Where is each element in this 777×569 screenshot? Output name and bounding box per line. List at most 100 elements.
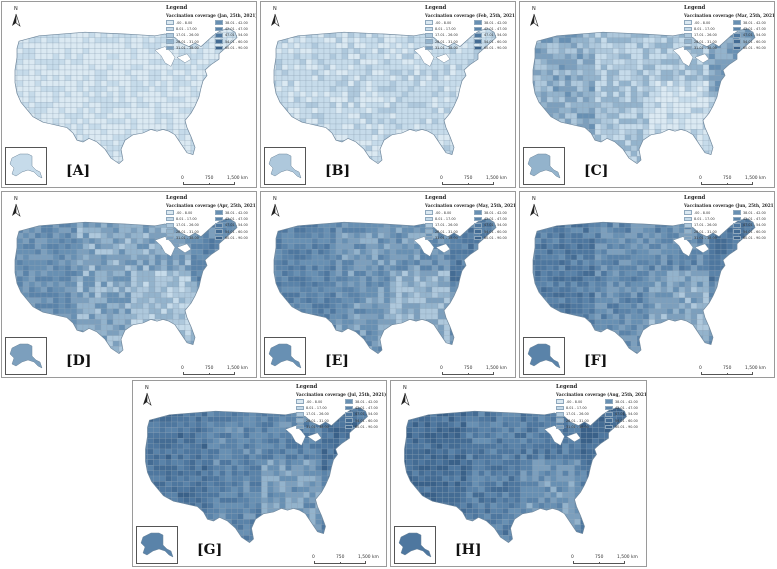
legend-classes: .00 - 8.00 38.01 - 42.00 8.01 - 17.00 42.01… (166, 20, 256, 51)
legend-label: 54.01 - 60.00 (743, 39, 766, 44)
legend-item: 26.01 - 31.00 (425, 229, 471, 235)
legend-label: 60.01 - 90.00 (355, 425, 378, 430)
legend-swatch (684, 33, 692, 38)
legend-item: 54.01 - 60.00 (474, 229, 515, 235)
legend-label: 8.01 - 17.00 (176, 216, 197, 221)
scale-tick (209, 373, 210, 375)
legend-subtitle: Vaccination coverage (Jul, 25th, 2021) (296, 392, 387, 397)
legend-label: 26.01 - 31.00 (566, 418, 589, 423)
legend-swatch (684, 210, 692, 215)
legend-item: 47.01 - 54.00 (474, 223, 515, 228)
legend-item: 8.01 - 17.00 (684, 216, 730, 222)
legend-item: 38.01 - 42.00 (733, 210, 774, 215)
legend-label: .00 - 8.00 (435, 20, 452, 25)
legend-subtitle: Vaccination coverage (Feb, 25th, 2021) (425, 13, 516, 18)
legend-item: 26.01 - 31.00 (296, 418, 342, 424)
alaska-inset (523, 147, 565, 185)
legend-swatch (166, 45, 174, 51)
legend-label: 26.01 - 31.00 (176, 229, 199, 234)
legend-swatch (215, 39, 223, 45)
legend-swatch (605, 412, 613, 417)
legend-label: 8.01 - 17.00 (176, 26, 197, 31)
scale-label: 1,500 km (745, 366, 766, 371)
scale-bar: 0 750 1,500 km (699, 176, 766, 187)
legend-subtitle: Vaccination coverage (May, 25th, 2021) (425, 203, 516, 208)
legend-label: 8.01 - 17.00 (435, 26, 456, 31)
legend-item: .00 - 8.00 (425, 20, 471, 25)
scale-bar: 0 750 1,500 km (440, 176, 507, 187)
legend-item: 17.01 - 26.00 (425, 33, 471, 38)
legend-label: 26.01 - 31.00 (435, 229, 458, 234)
legend-swatch (605, 424, 613, 430)
legend-item: 54.01 - 60.00 (345, 418, 386, 424)
scale-bar: 0 750 1,500 km (312, 555, 379, 566)
legend-swatch (605, 399, 613, 404)
north-label: N (145, 385, 149, 391)
legend-swatch (345, 418, 353, 424)
legend-label: 47.01 - 54.00 (225, 33, 248, 38)
scale-label: 1,500 km (486, 176, 507, 181)
legend-item: .00 - 8.00 (166, 20, 212, 25)
north-arrow-icon: N (528, 6, 540, 28)
legend-item: 54.01 - 60.00 (215, 229, 256, 235)
legend-swatch (474, 33, 482, 38)
legend-swatch (474, 223, 482, 228)
legend-label: 42.01 - 47.00 (484, 26, 507, 31)
scale-bar: 0 750 1,500 km (571, 555, 638, 566)
scale-label: 0 (181, 366, 184, 371)
legend-label: 47.01 - 54.00 (743, 33, 766, 38)
legend-label: 54.01 - 60.00 (484, 229, 507, 234)
legend-item: 60.01 - 90.00 (215, 45, 256, 51)
legend-swatch (733, 26, 741, 32)
legend-label: 42.01 - 47.00 (743, 216, 766, 221)
legend-label: 31.01 - 38.00 (176, 236, 199, 241)
legend-swatch (166, 223, 174, 228)
legend-classes: .00 - 8.00 38.01 - 42.00 8.01 - 17.00 42.01… (166, 210, 256, 241)
legend-item: 31.01 - 38.00 (425, 45, 471, 51)
legend-swatch (556, 405, 564, 411)
map-panel-f: N Legend Vaccination coverage (Jun, 25th, … (519, 191, 775, 378)
alaska-inset (5, 337, 47, 375)
legend-label: 31.01 - 38.00 (435, 236, 458, 241)
legend-label: .00 - 8.00 (176, 210, 193, 215)
legend-item: 47.01 - 54.00 (474, 33, 515, 38)
north-arrow-icon: N (269, 196, 281, 218)
legend-item: 17.01 - 26.00 (556, 412, 602, 417)
legend-swatch (296, 405, 304, 411)
legend-swatch (733, 210, 741, 215)
legend-label: 60.01 - 90.00 (484, 46, 507, 51)
legend-label: 60.01 - 90.00 (615, 425, 638, 430)
legend-item: 31.01 - 38.00 (684, 45, 730, 51)
legend-label: 38.01 - 42.00 (225, 210, 248, 215)
legend-swatch (296, 424, 304, 430)
legend-label: 60.01 - 90.00 (225, 46, 248, 51)
scale-bar: 0 750 1,500 km (181, 176, 248, 187)
scale-tick (468, 373, 469, 375)
alaska-inset (523, 337, 565, 375)
alaska-inset (264, 337, 306, 375)
legend-item: 38.01 - 42.00 (605, 399, 646, 404)
legend-label: 17.01 - 26.00 (694, 223, 717, 228)
legend-title: Legend (166, 5, 188, 11)
scale-label: 1,500 km (617, 555, 638, 560)
legend-swatch (425, 235, 433, 241)
legend-item: 17.01 - 26.00 (166, 33, 212, 38)
legend-item: 17.01 - 26.00 (296, 412, 342, 417)
legend-label: 47.01 - 54.00 (743, 223, 766, 228)
north-label: N (403, 385, 407, 391)
legend-swatch (425, 33, 433, 38)
legend-item: 17.01 - 26.00 (425, 223, 471, 228)
legend-classes: .00 - 8.00 38.01 - 42.00 8.01 - 17.00 42.01… (556, 399, 646, 430)
scale-label: 0 (181, 176, 184, 181)
legend-item: 54.01 - 60.00 (474, 39, 515, 45)
legend-swatch (733, 39, 741, 45)
legend-swatch (425, 26, 433, 32)
panel-label: [G] (197, 542, 223, 558)
north-label: N (14, 6, 18, 12)
legend-swatch (684, 235, 692, 241)
legend-swatch (556, 424, 564, 430)
legend-label: 60.01 - 90.00 (743, 236, 766, 241)
north-arrow-icon: N (528, 196, 540, 218)
legend-label: 47.01 - 54.00 (355, 412, 378, 417)
panel-label: [C] (584, 163, 609, 179)
